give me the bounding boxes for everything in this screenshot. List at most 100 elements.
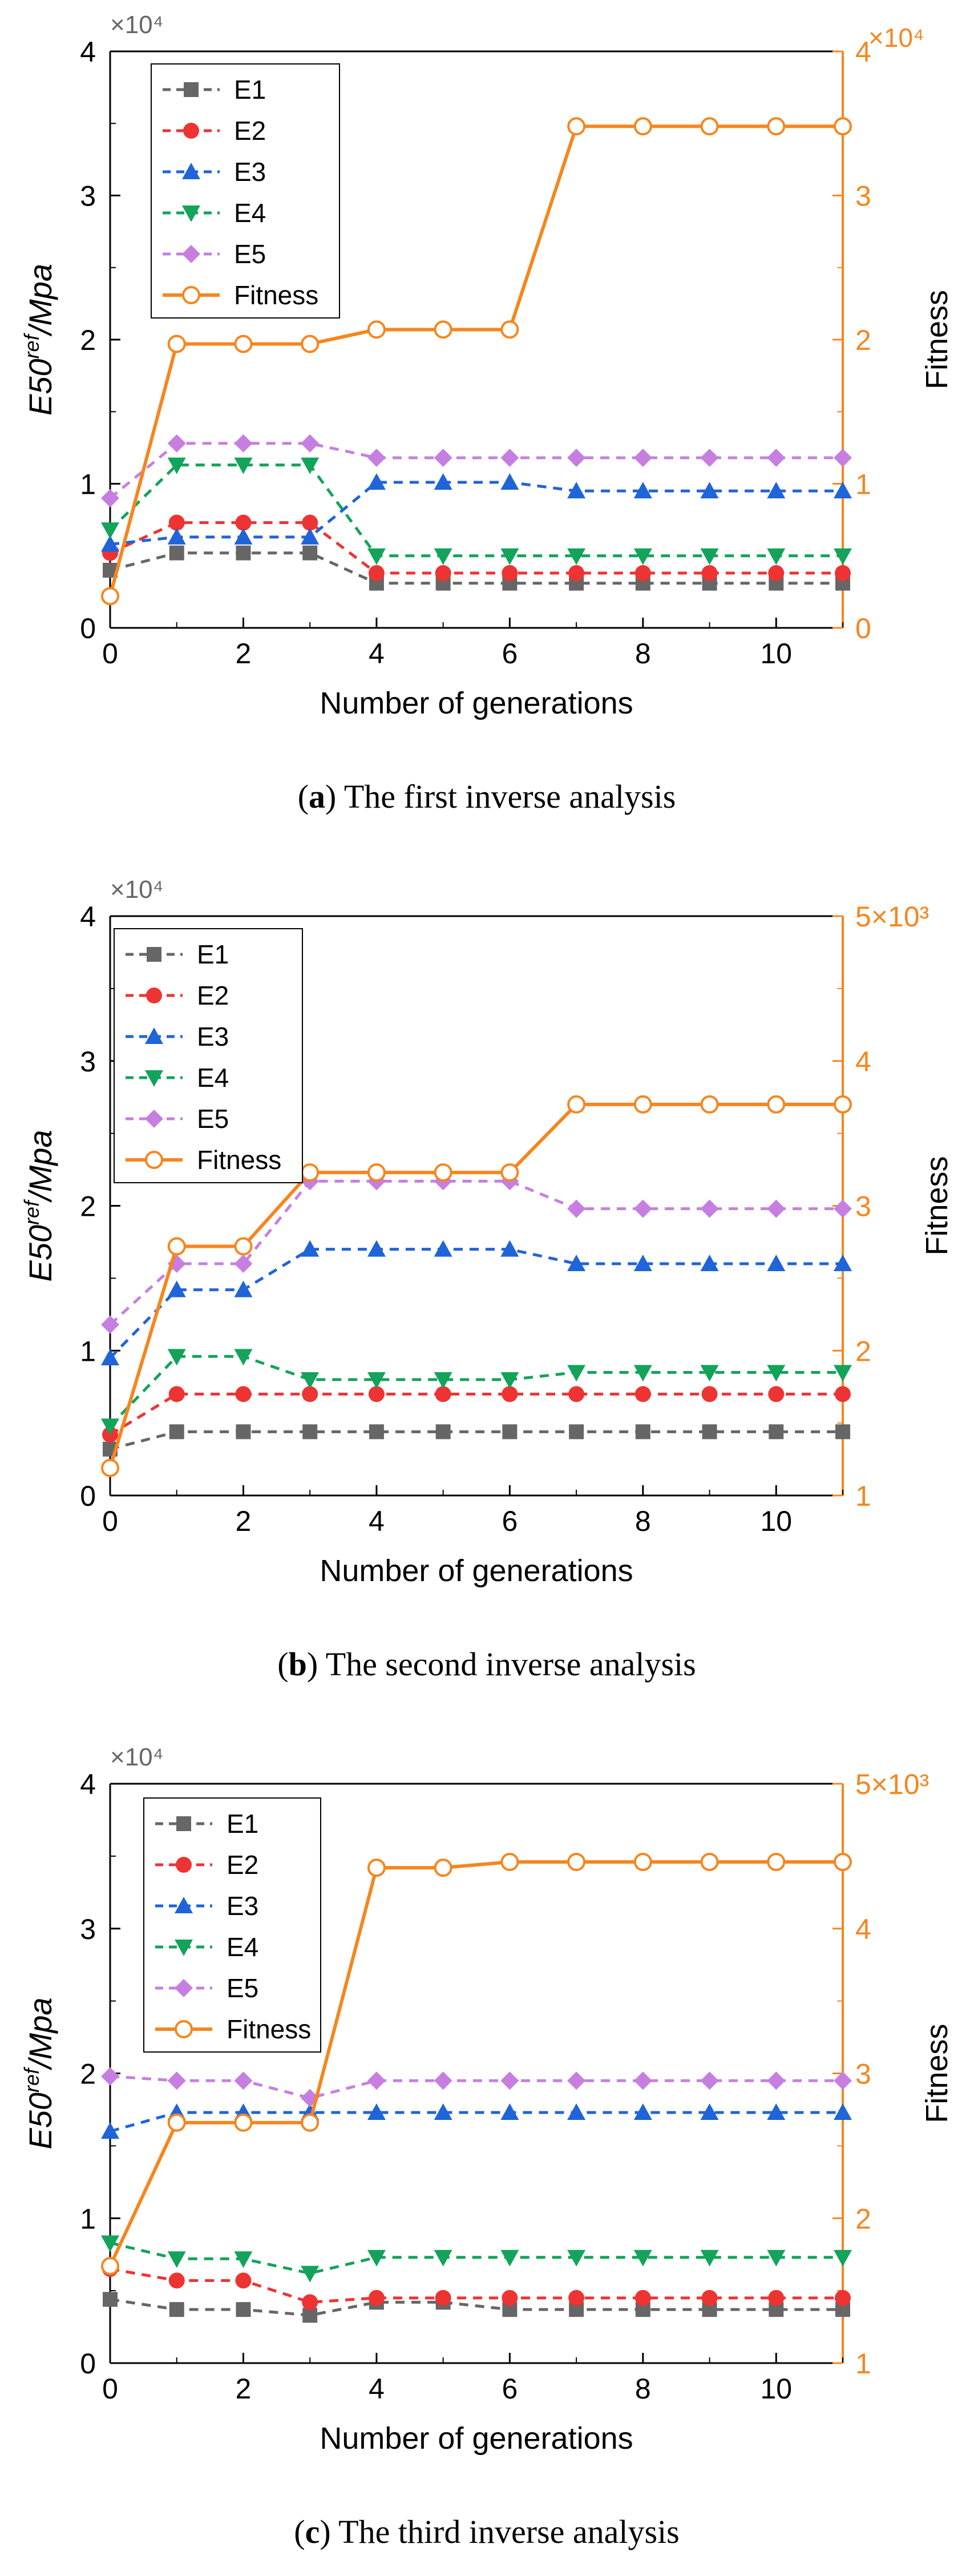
legend-label-e1: E1 xyxy=(197,940,229,969)
data-point-e5 xyxy=(767,2071,786,2090)
x-tick-label: 10 xyxy=(760,1505,792,1537)
left-tick-label: 4 xyxy=(80,901,96,933)
data-point-e2 xyxy=(302,514,318,531)
data-point-e1 xyxy=(169,2302,184,2317)
data-point-e3 xyxy=(500,1240,519,1257)
data-point-e4 xyxy=(301,2265,320,2283)
caption-close-paren: ) xyxy=(320,2513,330,2550)
data-point-e4 xyxy=(301,457,320,474)
data-point-e3 xyxy=(101,535,119,552)
x-tick-label: 6 xyxy=(502,2373,518,2405)
right-tick-label: 4 xyxy=(855,1046,871,1078)
legend-label-e4: E4 xyxy=(227,1932,258,1962)
left-tick-label: 4 xyxy=(80,1768,96,1800)
data-point-e2 xyxy=(502,2289,518,2306)
x-tick-label: 8 xyxy=(635,2373,651,2405)
left-axis-label-tail: /Mpa xyxy=(22,1130,58,1203)
data-point-e3 xyxy=(834,2103,852,2121)
data-point-fitness xyxy=(567,117,586,136)
legend-marker-e5 xyxy=(182,245,200,263)
data-point-e3 xyxy=(367,473,386,490)
data-point-e1 xyxy=(502,1424,518,1440)
data-point-fitness xyxy=(700,1853,719,1872)
x-tick-label: 10 xyxy=(760,638,792,670)
data-point-e5 xyxy=(101,1315,119,1334)
data-point-e2 xyxy=(168,514,185,531)
data-point-fitness xyxy=(834,1095,852,1114)
data-point-fitness xyxy=(834,1853,852,1872)
data-point-e4 xyxy=(834,548,852,565)
caption-open-paren: ( xyxy=(294,2513,305,2550)
data-point-e1 xyxy=(769,1424,784,1440)
data-point-e1 xyxy=(302,545,318,561)
data-point-e5 xyxy=(700,449,719,467)
series-e2 xyxy=(102,514,851,582)
legend: E1 E2 E3 E4 E5 Fitness xyxy=(151,63,340,319)
legend-marker-e3 xyxy=(145,1027,163,1044)
x-tick-label: 10 xyxy=(760,2373,792,2405)
data-point-e3 xyxy=(700,1255,719,1271)
data-point-fitness xyxy=(234,1237,253,1256)
data-point-e2 xyxy=(568,2289,585,2306)
left-tick-label: 2 xyxy=(80,1191,96,1223)
data-point-e5 xyxy=(767,1199,786,1218)
series-fitness xyxy=(101,1853,852,2275)
legend-label-e3: E3 xyxy=(227,1891,258,1921)
caption-letter: b xyxy=(289,1646,307,1683)
data-point-e5 xyxy=(434,449,452,467)
data-point-e3 xyxy=(234,527,253,545)
x-tick-label: 8 xyxy=(635,1505,651,1537)
data-point-e4 xyxy=(234,1349,253,1366)
left-tick-label: 3 xyxy=(80,180,96,212)
right-tick-label: 5×10³ xyxy=(855,1768,929,1800)
data-point-e2 xyxy=(368,565,385,582)
data-point-e2 xyxy=(701,1386,718,1402)
legend-box xyxy=(114,928,303,1183)
right-tick-label: 4 xyxy=(855,36,871,68)
legend-marker-e4 xyxy=(182,205,200,222)
right-tick-label: 2 xyxy=(855,324,871,356)
data-point-e4 xyxy=(700,1365,719,1382)
data-point-e1 xyxy=(302,2308,318,2323)
legend-box xyxy=(151,63,340,319)
data-point-fitness xyxy=(434,1859,452,1877)
x-axis-label: Number of generations xyxy=(320,2421,633,2456)
right-axis-label: Fitness xyxy=(920,290,954,389)
data-point-e5 xyxy=(434,2071,452,2090)
legend-marker-e4 xyxy=(145,1070,163,1087)
data-point-e1 xyxy=(302,1424,318,1440)
series-line-e4 xyxy=(110,2241,843,2275)
data-point-e2 xyxy=(634,565,651,582)
caption-open-paren: ( xyxy=(298,778,309,815)
caption-open-paren: ( xyxy=(277,1646,288,1683)
left-tick-label: 0 xyxy=(80,2348,96,2380)
left-axis-label-tail: /Mpa xyxy=(22,264,58,337)
left-tick-label: 0 xyxy=(80,1480,96,1512)
data-point-e3 xyxy=(434,1240,452,1257)
data-point-fitness xyxy=(367,1859,386,1877)
series-fitness xyxy=(101,1095,852,1477)
data-point-e3 xyxy=(301,1240,320,1257)
right-tick-label: 3 xyxy=(855,1191,871,1223)
data-point-e4 xyxy=(367,2250,386,2267)
data-point-e5 xyxy=(167,434,186,453)
data-point-e2 xyxy=(168,2272,185,2289)
data-point-e1 xyxy=(702,1424,717,1440)
series-e4 xyxy=(101,1349,852,1436)
left-tick-label: 3 xyxy=(80,1046,96,1078)
x-tick-label: 0 xyxy=(102,1505,118,1537)
left-axis-label-main: E50 xyxy=(22,1225,58,1282)
data-point-e3 xyxy=(834,1255,852,1271)
data-point-e3 xyxy=(767,2103,786,2121)
data-point-e3 xyxy=(633,482,652,499)
data-point-e3 xyxy=(567,1255,586,1271)
data-point-e2 xyxy=(502,1386,518,1402)
legend-label-e5: E5 xyxy=(227,1973,258,2003)
data-point-e4 xyxy=(567,548,586,565)
legend-marker-fitness xyxy=(175,2020,193,2038)
legend-marker-e2 xyxy=(176,1857,192,1873)
data-point-e4 xyxy=(434,548,452,565)
series-line-e1 xyxy=(110,1430,843,1451)
data-point-e1 xyxy=(103,2292,118,2307)
